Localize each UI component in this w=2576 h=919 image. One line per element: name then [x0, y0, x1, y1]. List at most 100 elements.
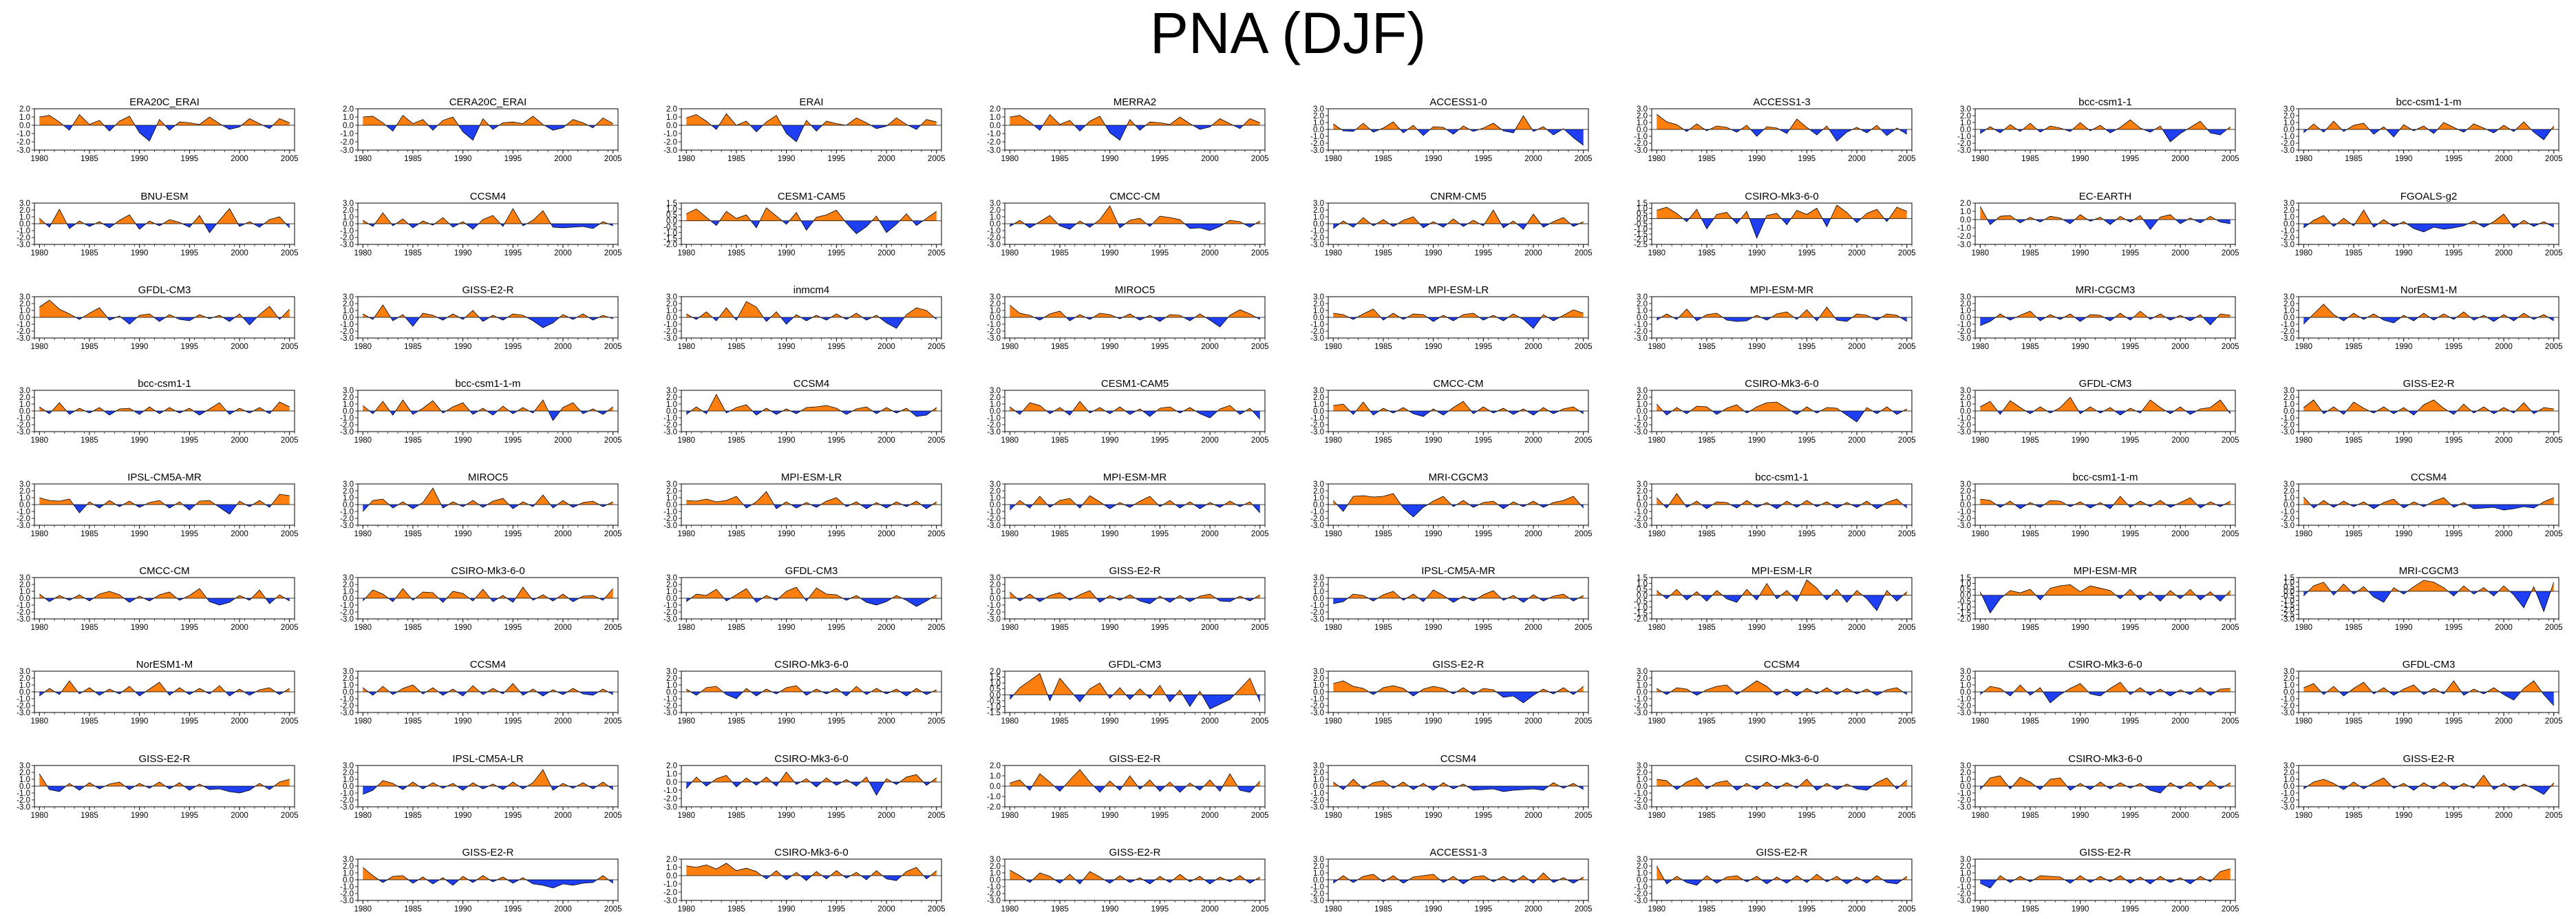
positive-area: [686, 492, 937, 505]
x-tick-label: 1990: [1101, 436, 1119, 445]
y-tick-label: 3.0: [1637, 668, 1648, 676]
panel-title: bcc-csm1-1: [2078, 96, 2132, 108]
y-tick-label: -1.0: [1957, 883, 1971, 891]
x-tick-label: 1990: [454, 905, 472, 913]
negative-area: [1657, 317, 1907, 321]
series-line: [686, 587, 937, 607]
x-tick-label: 1990: [131, 155, 149, 163]
negative-area: [73, 505, 272, 514]
x-tick-label: 2000: [877, 624, 895, 632]
panel-title: CCSM4: [1440, 753, 1477, 765]
y-tick-label: -0.5: [987, 697, 1001, 706]
y-tick-label: -2.0: [2281, 702, 2295, 710]
y-tick-label: -3.0: [17, 803, 30, 812]
y-tick-label: -2.0: [1957, 702, 1971, 710]
y-tick-label: 1.0: [990, 401, 1001, 409]
panel-61: CCSM4 1980 1985 1990 1995 2000 2005 3.02.01.00.…: [1310, 753, 1592, 820]
x-tick-label: 1995: [504, 624, 522, 632]
x-tick-label: 1980: [30, 343, 48, 351]
y-tick-label: 1.0: [343, 213, 354, 222]
x-tick-label: 2000: [231, 155, 248, 163]
y-tick-label: 1.0: [1637, 869, 1648, 878]
x-tick-label: 1985: [404, 343, 422, 351]
negative-area: [1337, 505, 1584, 517]
x-tick-label: 2005: [1251, 624, 1269, 632]
negative-area: [1015, 411, 1260, 419]
y-tick-label: 2.0: [1960, 300, 1971, 308]
x-tick-label: 2000: [2495, 624, 2513, 632]
y-tick-label: 0.0: [1637, 126, 1648, 134]
positive-area: [1014, 673, 1257, 695]
series-line: [686, 394, 937, 417]
x-tick-label: 2005: [281, 249, 299, 257]
x-tick-label: 1985: [1698, 530, 1716, 538]
y-tick-label: -1.0: [1957, 790, 1971, 798]
series-line: [1980, 868, 2231, 889]
y-tick-label: 2.0: [990, 207, 1001, 215]
x-tick-label: 2000: [1848, 249, 1866, 257]
x-tick-label: 1990: [1101, 155, 1119, 163]
panel-37: MRI-CGCM3 1980 1985 1990 1995 2000 2005 3.02.01…: [1310, 472, 1592, 538]
y-tick-label: 3.0: [343, 668, 354, 676]
panel-title: ERA20C_ERAI: [129, 96, 200, 108]
panel-title: NorESM1-M: [2401, 284, 2458, 296]
y-tick-label: -1.0: [1634, 883, 1648, 891]
y-tick-label: -0.5: [2281, 593, 2295, 601]
y-tick-label: 2.0: [1313, 675, 1324, 683]
y-tick-label: -3.0: [340, 428, 354, 436]
positive-area: [1333, 681, 1584, 692]
y-tick-label: 2.0: [990, 581, 1001, 589]
negative-area: [1987, 220, 2231, 230]
panel-title: CESM1-CAM5: [1101, 378, 1169, 390]
y-tick-label: -1.0: [1310, 321, 1324, 329]
x-tick-label: 1980: [677, 530, 695, 538]
panel-title: CSIRO-Mk3-6-0: [774, 753, 849, 765]
y-tick-label: 0.0: [343, 122, 354, 130]
panel-title: CSIRO-Mk3-6-0: [1745, 191, 1819, 202]
x-tick-label: 1985: [81, 155, 98, 163]
series-line: [2303, 496, 2554, 511]
y-tick-label: 0.0: [343, 501, 354, 509]
x-tick-label: 2005: [604, 624, 622, 632]
x-tick-label: 1980: [1324, 717, 1342, 726]
negative-area: [1333, 880, 1579, 884]
negative-area: [1980, 317, 2217, 326]
y-tick-label: 2.0: [1637, 487, 1648, 496]
y-tick-label: 1.0: [1960, 401, 1971, 409]
x-tick-label: 1990: [778, 530, 796, 538]
y-tick-label: -2.0: [2281, 796, 2295, 805]
y-tick-label: -2.0: [2281, 421, 2295, 430]
y-tick-label: 0.0: [1960, 783, 1971, 791]
x-tick-label: 1995: [504, 905, 522, 913]
y-tick-label: 3.0: [990, 387, 1001, 395]
x-tick-label: 1985: [404, 905, 422, 913]
positive-area: [363, 209, 608, 224]
x-tick-label: 1995: [2445, 717, 2463, 726]
y-tick-label: -3.0: [1957, 241, 1971, 249]
negative-area: [1333, 224, 1579, 229]
y-tick-label: 3.0: [1637, 480, 1648, 489]
x-tick-label: 1995: [504, 436, 522, 445]
panel-title: GFDL-CM3: [2079, 378, 2132, 390]
y-tick-label: -3.0: [17, 615, 30, 624]
positive-area: [1657, 114, 1899, 129]
y-tick-label: -1.0: [1957, 414, 1971, 423]
y-tick-label: 0.0: [343, 876, 354, 885]
series-line: [685, 771, 937, 796]
x-tick-label: 1995: [1475, 249, 1493, 257]
y-tick-label: -3.0: [1634, 709, 1648, 717]
x-tick-label: 1990: [2072, 717, 2089, 726]
x-tick-label: 1990: [1425, 155, 1443, 163]
panel-title: IPSL-CM5A-MR: [127, 472, 202, 483]
y-tick-label: -0.5: [1957, 598, 1971, 606]
x-tick-label: 2005: [1898, 905, 1916, 913]
x-tick-label: 1995: [1151, 905, 1169, 913]
panel-title: IPSL-CM5A-MR: [1421, 565, 1495, 577]
x-tick-label: 1985: [2021, 905, 2039, 913]
y-tick-label: -3.0: [663, 709, 677, 717]
x-tick-label: 2005: [281, 530, 299, 538]
y-tick-label: 2.0: [1637, 112, 1648, 120]
x-tick-label: 1990: [2395, 343, 2413, 351]
x-tick-label: 1980: [30, 624, 48, 632]
y-tick-label: -1.0: [1634, 604, 1648, 612]
